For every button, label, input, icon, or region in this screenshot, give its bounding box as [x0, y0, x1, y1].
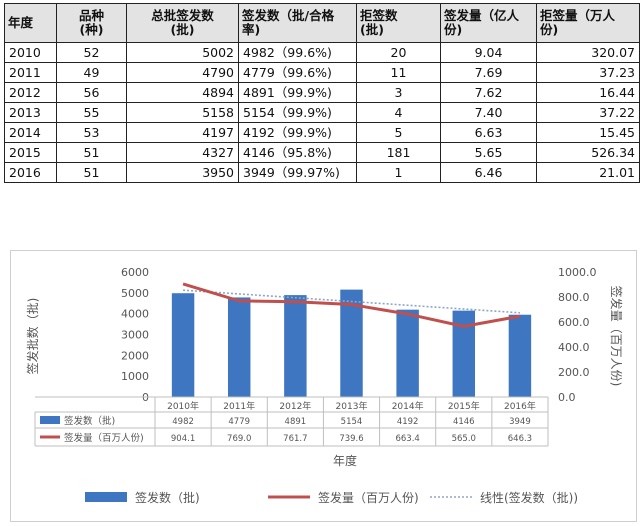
x-tick-label: 2015年	[448, 400, 480, 412]
legend-label: 签发数（批)	[135, 490, 200, 505]
cell-total-batches: 3950	[126, 162, 239, 183]
cell-issued-batches: 3949（99.97%)	[238, 162, 357, 183]
table-row: 2011 49 4790 4779（99.6%) 11 7.69 37.23	[4, 62, 640, 83]
data-label: 646.3	[508, 434, 532, 444]
y2-tick-label: 400.0	[558, 341, 590, 354]
y2-tick-label: 600.0	[558, 316, 590, 329]
bar	[396, 309, 419, 397]
x-tick-label: 2010年	[167, 400, 199, 412]
data-label: 5154	[341, 417, 363, 427]
x-tick-label: 2011年	[223, 400, 255, 412]
data-label: 739.6	[339, 434, 363, 444]
table-header-row: 年度 品种 (种) 总批签发数 (批) 签发数（批/合格 率) 拒签数 (批) …	[4, 3, 640, 43]
data-label: 4891	[285, 417, 307, 427]
y-tick-label: 2000	[121, 349, 149, 362]
y2-axis-title: 签发量（百万人份)	[609, 286, 624, 387]
bar	[508, 314, 532, 397]
line-series	[182, 282, 521, 328]
cell-issued-batches: 4779（99.6%)	[238, 62, 357, 83]
data-label: 663.4	[395, 434, 419, 444]
table-row: 2013 55 5158 5154（99.9%) 4 7.40 37.22	[4, 102, 640, 123]
bar	[171, 293, 195, 397]
cell-issued-volume: 9.04	[440, 42, 537, 63]
data-label: 904.1	[171, 434, 195, 444]
y-tick-label: 3000	[121, 329, 149, 342]
bar	[227, 297, 251, 397]
stats-table-container: 年度 品种 (种) 总批签发数 (批) 签发数（批/合格 率) 拒签数 (批) …	[4, 3, 640, 183]
data-label: 4146	[453, 417, 475, 427]
data-label: 761.7	[283, 434, 307, 444]
col-header-year: 年度	[4, 3, 57, 43]
cell-year: 2014	[4, 122, 57, 143]
data-label: 4192	[397, 417, 419, 427]
x-tick-label: 2016年	[504, 400, 536, 412]
col-header-rejected-volume: 拒签量（万人 份)	[536, 3, 640, 43]
data-table-row-label: 签发数（批)	[64, 415, 115, 427]
cell-rejected-volume: 16.44	[536, 82, 640, 103]
y2-tick-label: 0.0	[558, 391, 576, 404]
table-row: 2010 52 5002 4982（99.6%) 20 9.04 320.07	[4, 42, 640, 63]
data-table-row-label: 签发量（百万人份)	[64, 432, 144, 444]
chart-area	[10, 250, 637, 522]
data-label: 4779	[228, 417, 250, 427]
data-label: 4982	[172, 417, 194, 427]
table-row: 2015 51 4327 4146（95.8%) 181 5.65 526.34	[4, 142, 640, 163]
col-header-issued-batches: 签发数（批/合格 率)	[238, 3, 357, 43]
x-tick-label: 2014年	[392, 400, 424, 412]
data-label: 769.0	[227, 434, 251, 444]
cell-varieties: 51	[56, 162, 127, 183]
y-tick-label: 4000	[121, 308, 149, 321]
legend-bar-swatch	[85, 492, 127, 502]
cell-year: 2012	[4, 82, 57, 103]
data-table-bar-key	[40, 416, 60, 424]
y2-tick-label: 800.0	[558, 291, 590, 304]
x-axis-title: 年度	[333, 453, 357, 468]
bar	[452, 310, 476, 397]
cell-year: 2015	[4, 142, 57, 163]
table-row: 2016 51 3950 3949（99.97%) 1 6.46 21.01	[4, 162, 640, 183]
legend-label: 签发量（百万人份)	[318, 490, 419, 505]
y-tick-label: 5000	[121, 287, 149, 300]
stats-table: 年度 品种 (种) 总批签发数 (批) 签发数（批/合格 率) 拒签数 (批) …	[4, 3, 640, 183]
cell-year: 2016	[4, 162, 57, 183]
cell-rejected-batches: 20	[356, 42, 441, 63]
x-tick-label: 2013年	[336, 400, 368, 412]
legend-label: 线性(签发数（批))	[480, 490, 578, 505]
bar	[284, 295, 307, 397]
x-tick-label: 2012年	[279, 400, 311, 412]
cell-issued-volume: 7.62	[440, 82, 537, 103]
cell-rejected-volume: 320.07	[536, 42, 640, 63]
data-label: 3949	[509, 417, 531, 427]
data-label: 565.0	[452, 434, 476, 444]
y-tick-label: 6000	[121, 266, 149, 279]
y2-tick-label: 1000.0	[558, 266, 597, 279]
y-tick-label: 1000	[121, 370, 149, 383]
bar	[340, 289, 363, 397]
col-header-total-batches: 总批签发数 (批)	[126, 3, 239, 43]
cell-rejected-volume: 21.01	[536, 162, 640, 183]
trendline	[183, 289, 520, 314]
col-header-issued-volume: 签发量（亿人 份)	[440, 3, 537, 43]
y-axis-title: 签发批数（批)	[25, 298, 40, 375]
y2-tick-label: 200.0	[558, 366, 590, 379]
